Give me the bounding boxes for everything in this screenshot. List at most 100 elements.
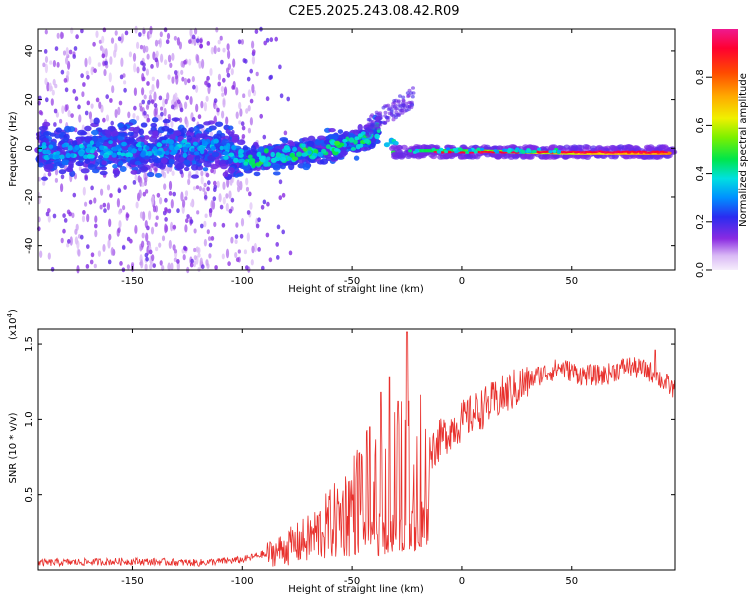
spectrogram-cell [235, 111, 239, 119]
spectrogram-cell [108, 140, 113, 145]
spectrogram-cell [375, 116, 380, 121]
spectrogram-cell [406, 94, 411, 99]
spectrogram-cell [128, 51, 132, 58]
spectrogram-cell [142, 29, 146, 34]
spectrogram-cell [37, 162, 44, 168]
spectrogram-cell [153, 162, 160, 167]
spectrogram-cell [98, 101, 102, 109]
spectrogram-cell [249, 117, 253, 126]
spectrogram-cell [167, 54, 172, 62]
spectrogram-cell [44, 55, 49, 64]
spectrogram-cell [77, 129, 87, 136]
spectrogram-cell [216, 180, 220, 188]
spectrogram-cell [227, 167, 235, 174]
spectrogram-cell [330, 156, 339, 161]
spectrogram-cell [217, 73, 222, 81]
spectrogram-cell [506, 149, 511, 153]
spectrogram-cell [552, 149, 557, 153]
spectrogram-cell [122, 205, 126, 211]
spectrogram-cell [537, 147, 542, 151]
spectrogram-cell [86, 132, 90, 137]
spectrogram-cell [54, 177, 59, 183]
spectrogram-cell [148, 158, 154, 164]
spectrogram-cell [203, 121, 212, 126]
spectrogram-cell [366, 117, 371, 122]
spectrogram-cell [152, 263, 156, 268]
spectrogram-cell [44, 63, 49, 74]
spectrogram-cell [173, 101, 177, 108]
spectrogram-cell [337, 129, 344, 134]
spectrogram-cell [117, 160, 124, 167]
spectrogram-cell [68, 49, 73, 55]
spectrogram-cell [104, 129, 112, 135]
spectrogram-cell [306, 140, 315, 148]
spectrogram-cell [94, 223, 98, 229]
spectrogram-cell [63, 218, 68, 223]
spectrogram-cell [410, 94, 415, 99]
spectrogram-cell [163, 183, 167, 191]
spectrogram-cell [50, 98, 54, 106]
spectrogram-cell [539, 146, 547, 152]
spectrogram-cell [452, 148, 457, 152]
spectrogram-cell [48, 144, 54, 149]
spectrogram-cell [53, 108, 58, 114]
spectrogram-cell [281, 229, 286, 235]
spectrogram-cell [221, 222, 226, 228]
spectrogram-cell [251, 55, 255, 65]
spectrogram-cell [205, 127, 213, 133]
spectrogram-cell [154, 57, 159, 63]
spectrogram-cell [634, 146, 642, 152]
spectrogram-cell [216, 107, 220, 113]
spectrogram-cell [167, 74, 171, 80]
spectrogram-cell [166, 166, 170, 174]
spectrogram-cell [116, 197, 120, 208]
spectrogram-cell [117, 122, 124, 129]
spectrogram-cell [55, 151, 61, 155]
spectrogram-cell [182, 254, 186, 261]
spectrogram-cell [100, 188, 104, 196]
spectrogram-cell [276, 255, 280, 260]
spectrogram-cell [168, 133, 176, 141]
spectrogram-cell [228, 208, 233, 214]
spectrogram-cell [108, 233, 112, 241]
spectrogram-cell [557, 149, 562, 153]
spectrogram-cell [93, 197, 97, 204]
spectrogram-cell [161, 235, 166, 242]
spectrogram-cell [54, 161, 61, 167]
spectrogram-cell [117, 227, 121, 234]
spectrogram-cell [288, 250, 293, 256]
snr-frame [37, 328, 676, 571]
spectrogram-cell [357, 123, 363, 131]
spectrogram-cell [637, 150, 642, 153]
spectrogram-cell [65, 152, 71, 159]
spectrogram-cell [64, 125, 72, 133]
spectrogram-cell [141, 76, 146, 82]
spectrogram-cell [48, 82, 52, 92]
spectrogram-cell [128, 137, 135, 143]
spectrogram-cell [128, 152, 134, 158]
spectrogram-cell [210, 145, 216, 151]
spectrogram-cell [154, 222, 158, 227]
spectrogram-cell [182, 199, 186, 208]
spectrogram-cell [235, 257, 240, 263]
spectrogram-cell [219, 145, 224, 151]
spectrogram-cell [217, 39, 221, 45]
spectrogram-cell [213, 187, 217, 193]
spectrogram-cell [287, 156, 292, 161]
spectrogram-cell [103, 154, 110, 159]
spectrogram-cell [42, 62, 46, 68]
spectrogram-cell [88, 56, 92, 66]
spectrogram-cell [182, 152, 187, 158]
spectrogram-cell [203, 191, 207, 196]
spectrogram-cell [155, 50, 159, 58]
spectrogram-cell [86, 100, 91, 106]
spectrogram-cell [167, 114, 171, 119]
spectrogram-cell [250, 259, 254, 266]
spectrogram-cell [466, 154, 474, 160]
spectrogram-cell [169, 151, 177, 156]
spectrogram-cell [141, 182, 145, 187]
spectrogram-cell [383, 120, 388, 125]
spectrogram-cell [38, 125, 48, 131]
spectrogram-cell [611, 146, 619, 152]
spectrogram-cell [279, 156, 286, 162]
